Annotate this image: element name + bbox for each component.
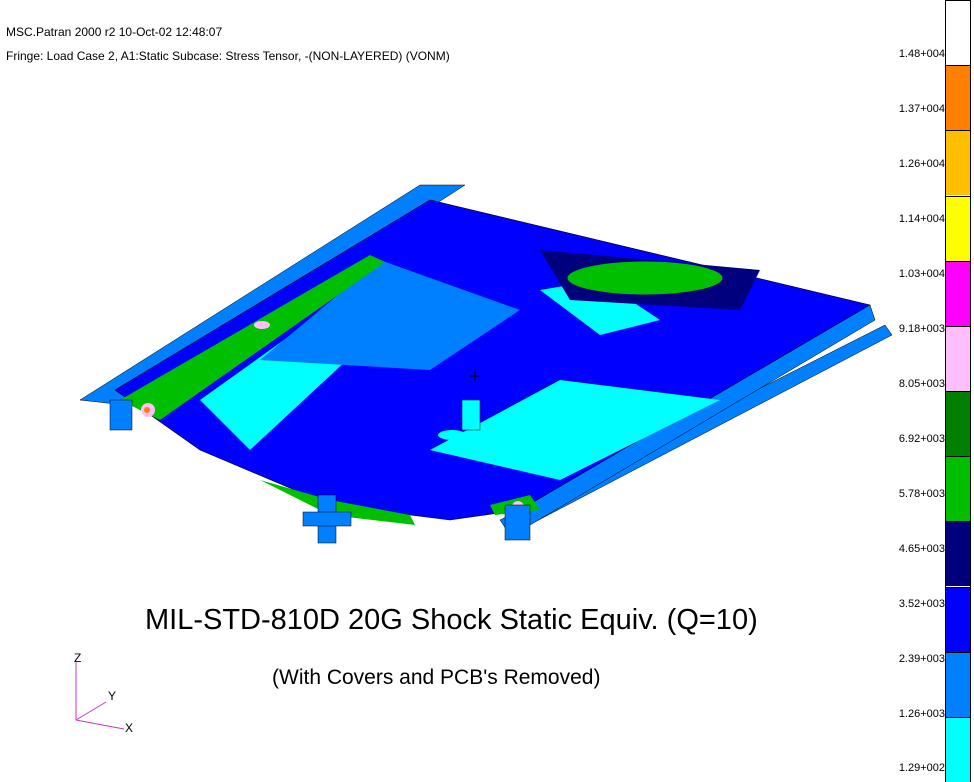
triad-y-label: Y (108, 689, 116, 703)
legend-tick-label: 1.14+004 (898, 213, 945, 225)
stress-region-mid-center (260, 260, 520, 370)
legend-tick-label: 1.26+003 (898, 708, 945, 720)
fringe-legend-colorbar (945, 0, 971, 782)
legend-segment (946, 260, 970, 326)
stress-region-green-oval (566, 260, 724, 296)
stress-hotspot-orange-left (144, 407, 150, 413)
header-fringe-line: Fringe: Load Case 2, A1:Static Subcase: … (6, 49, 450, 63)
center-post-base (438, 430, 466, 440)
center-post (461, 399, 481, 431)
legend-segment (946, 521, 970, 587)
legend-segment (946, 456, 970, 522)
legend-segment (946, 586, 970, 652)
legend-segment (946, 130, 970, 196)
mount-foot-front-flange (302, 511, 352, 527)
legend-segment (946, 195, 970, 261)
legend-tick-label: 5.78+003 (898, 488, 945, 500)
legend-tick-label: 3.52+003 (898, 598, 945, 610)
legend-tick-label: 9.18+003 (898, 323, 945, 335)
legend-tick-label: 4.65+003 (898, 543, 945, 555)
legend-segment (946, 716, 970, 782)
plot-title: MIL-STD-810D 20G Shock Static Equiv. (Q=… (145, 604, 758, 636)
legend-segment (946, 651, 970, 717)
legend-tick-label: 1.03+004 (898, 268, 945, 280)
legend-tick-label: 1.48+004 (898, 48, 945, 60)
legend-tick-label: 1.26+004 (898, 158, 945, 170)
legend-tick-label: 6.92+003 (898, 433, 945, 445)
legend-segment (946, 65, 970, 131)
legend-tick-label: 1.37+004 (898, 103, 945, 115)
legend-tick-label: 1.29+002 (898, 762, 945, 774)
plot-subtitle: (With Covers and PCB's Removed) (272, 666, 601, 689)
stress-region-green-edge (120, 255, 385, 420)
legend-segment (946, 391, 970, 457)
stress-region-light-right (430, 380, 720, 480)
axis-triad: Z Y X (74, 651, 133, 735)
mount-foot-left (109, 399, 133, 431)
triad-x-label: X (125, 721, 133, 735)
mount-foot-right (504, 504, 531, 541)
triad-z-label: Z (74, 651, 81, 665)
legend-tick-label: 2.39+003 (898, 653, 945, 665)
legend-tick-label: 8.05+003 (898, 378, 945, 390)
legend-segment (946, 0, 970, 66)
legend-segment (946, 325, 970, 391)
stress-hotspot-pink-top (254, 321, 270, 329)
header-timestamp-line: MSC.Patran 2000 r2 10-Oct-02 12:48:07 (6, 25, 223, 39)
model-viewport[interactable] (0, 0, 940, 600)
stress-region-green-front (260, 480, 415, 525)
